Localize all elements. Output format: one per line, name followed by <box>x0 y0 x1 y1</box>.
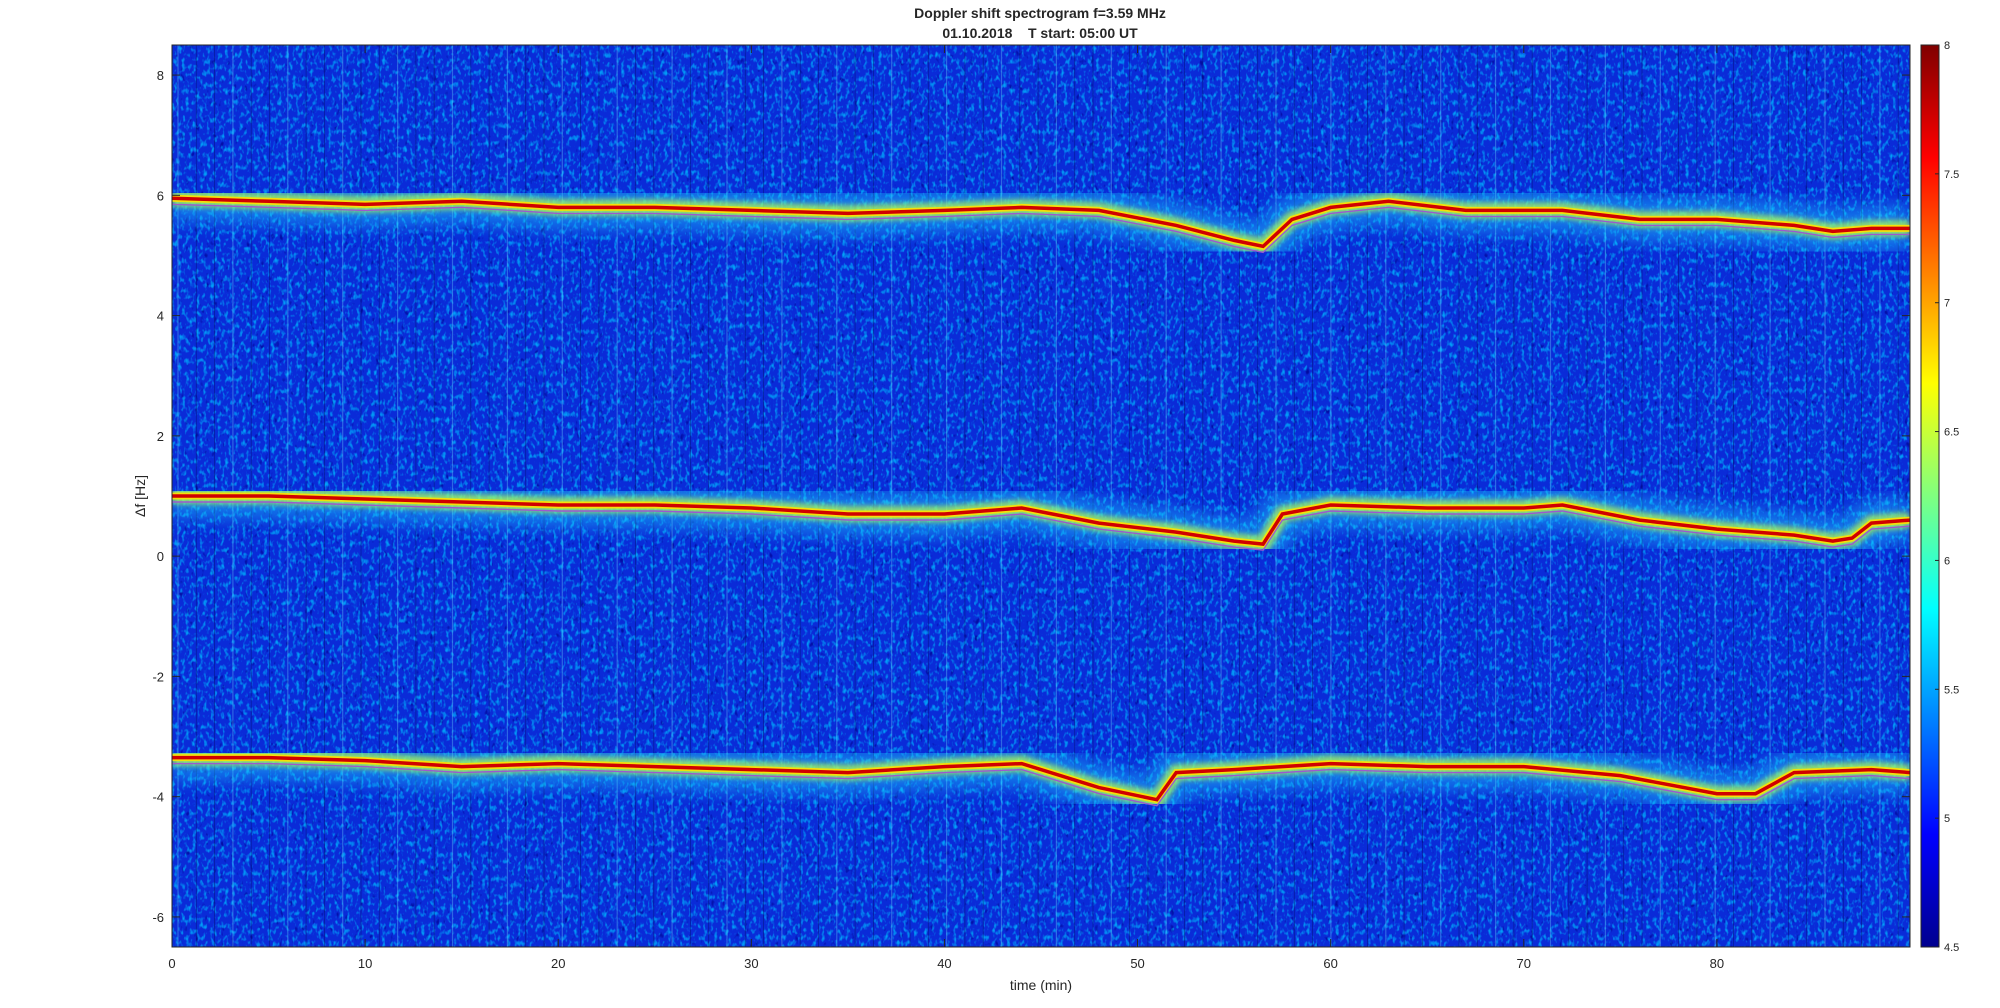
band-trace <box>172 501 1910 551</box>
colorbar-tick-label: 5 <box>1944 813 1950 825</box>
colorbar <box>1920 44 1940 948</box>
y-tick-label: 8 <box>157 68 164 83</box>
colorbar-tick-label: 7.5 <box>1944 169 1959 181</box>
y-axis-label: Δf [Hz] <box>132 475 148 517</box>
colorbar-tick-label: 6 <box>1944 555 1950 567</box>
y-tick-label: -6 <box>152 910 164 925</box>
plot-frame <box>171 44 1911 948</box>
band-ridge <box>172 755 1910 802</box>
band-ridge <box>172 196 1910 249</box>
colorbar-tick-label: 8 <box>1944 40 1950 52</box>
echo-band-2 <box>172 473 1910 569</box>
y-tick-label: 4 <box>157 309 164 324</box>
echo-band-1 <box>172 175 1910 272</box>
x-tick-label: 70 <box>1517 956 1531 971</box>
x-tick-label: 60 <box>1323 956 1337 971</box>
x-tick-label: 0 <box>168 956 175 971</box>
x-axis: 0 10 20 30 40 50 60 70 80 <box>168 45 1724 971</box>
y-tick-label: 6 <box>157 188 164 203</box>
colorbar-axis: 4.5 5 5.5 6 6.5 7 7.5 8 <box>1935 40 1959 954</box>
y-tick-label: 2 <box>157 429 164 444</box>
colorbar-tick-label: 7 <box>1944 298 1950 310</box>
x-axis-label: time (min) <box>1010 977 1072 993</box>
y-axis: -6 -4 -2 0 2 4 6 8 <box>152 68 1910 925</box>
x-tick-label: 30 <box>744 956 758 971</box>
x-tick-label: 80 <box>1710 956 1724 971</box>
x-tick-label: 20 <box>551 956 565 971</box>
band-trace <box>172 203 1910 254</box>
spectrogram-image <box>172 45 1910 947</box>
echo-bands <box>172 175 1910 826</box>
y-tick-label: -4 <box>152 790 164 805</box>
colorbar-tick-label: 4.5 <box>1944 942 1959 954</box>
chart-title: Doppler shift spectrogram f=3.59 MHz <box>914 5 1166 21</box>
colorbar-tick-label: 6.5 <box>1944 427 1959 439</box>
chart-subtitle: 01.10.2018 T start: 05:00 UT <box>942 25 1138 41</box>
band-trace <box>172 762 1910 807</box>
y-tick-label: 0 <box>157 549 164 564</box>
x-tick-label: 10 <box>358 956 372 971</box>
band-ridge <box>172 494 1910 546</box>
y-tick-label: -2 <box>152 669 164 684</box>
echo-band-3 <box>172 734 1910 826</box>
x-tick-label: 50 <box>1130 956 1144 971</box>
x-tick-label: 40 <box>937 956 951 971</box>
colorbar-tick-label: 5.5 <box>1944 684 1959 696</box>
